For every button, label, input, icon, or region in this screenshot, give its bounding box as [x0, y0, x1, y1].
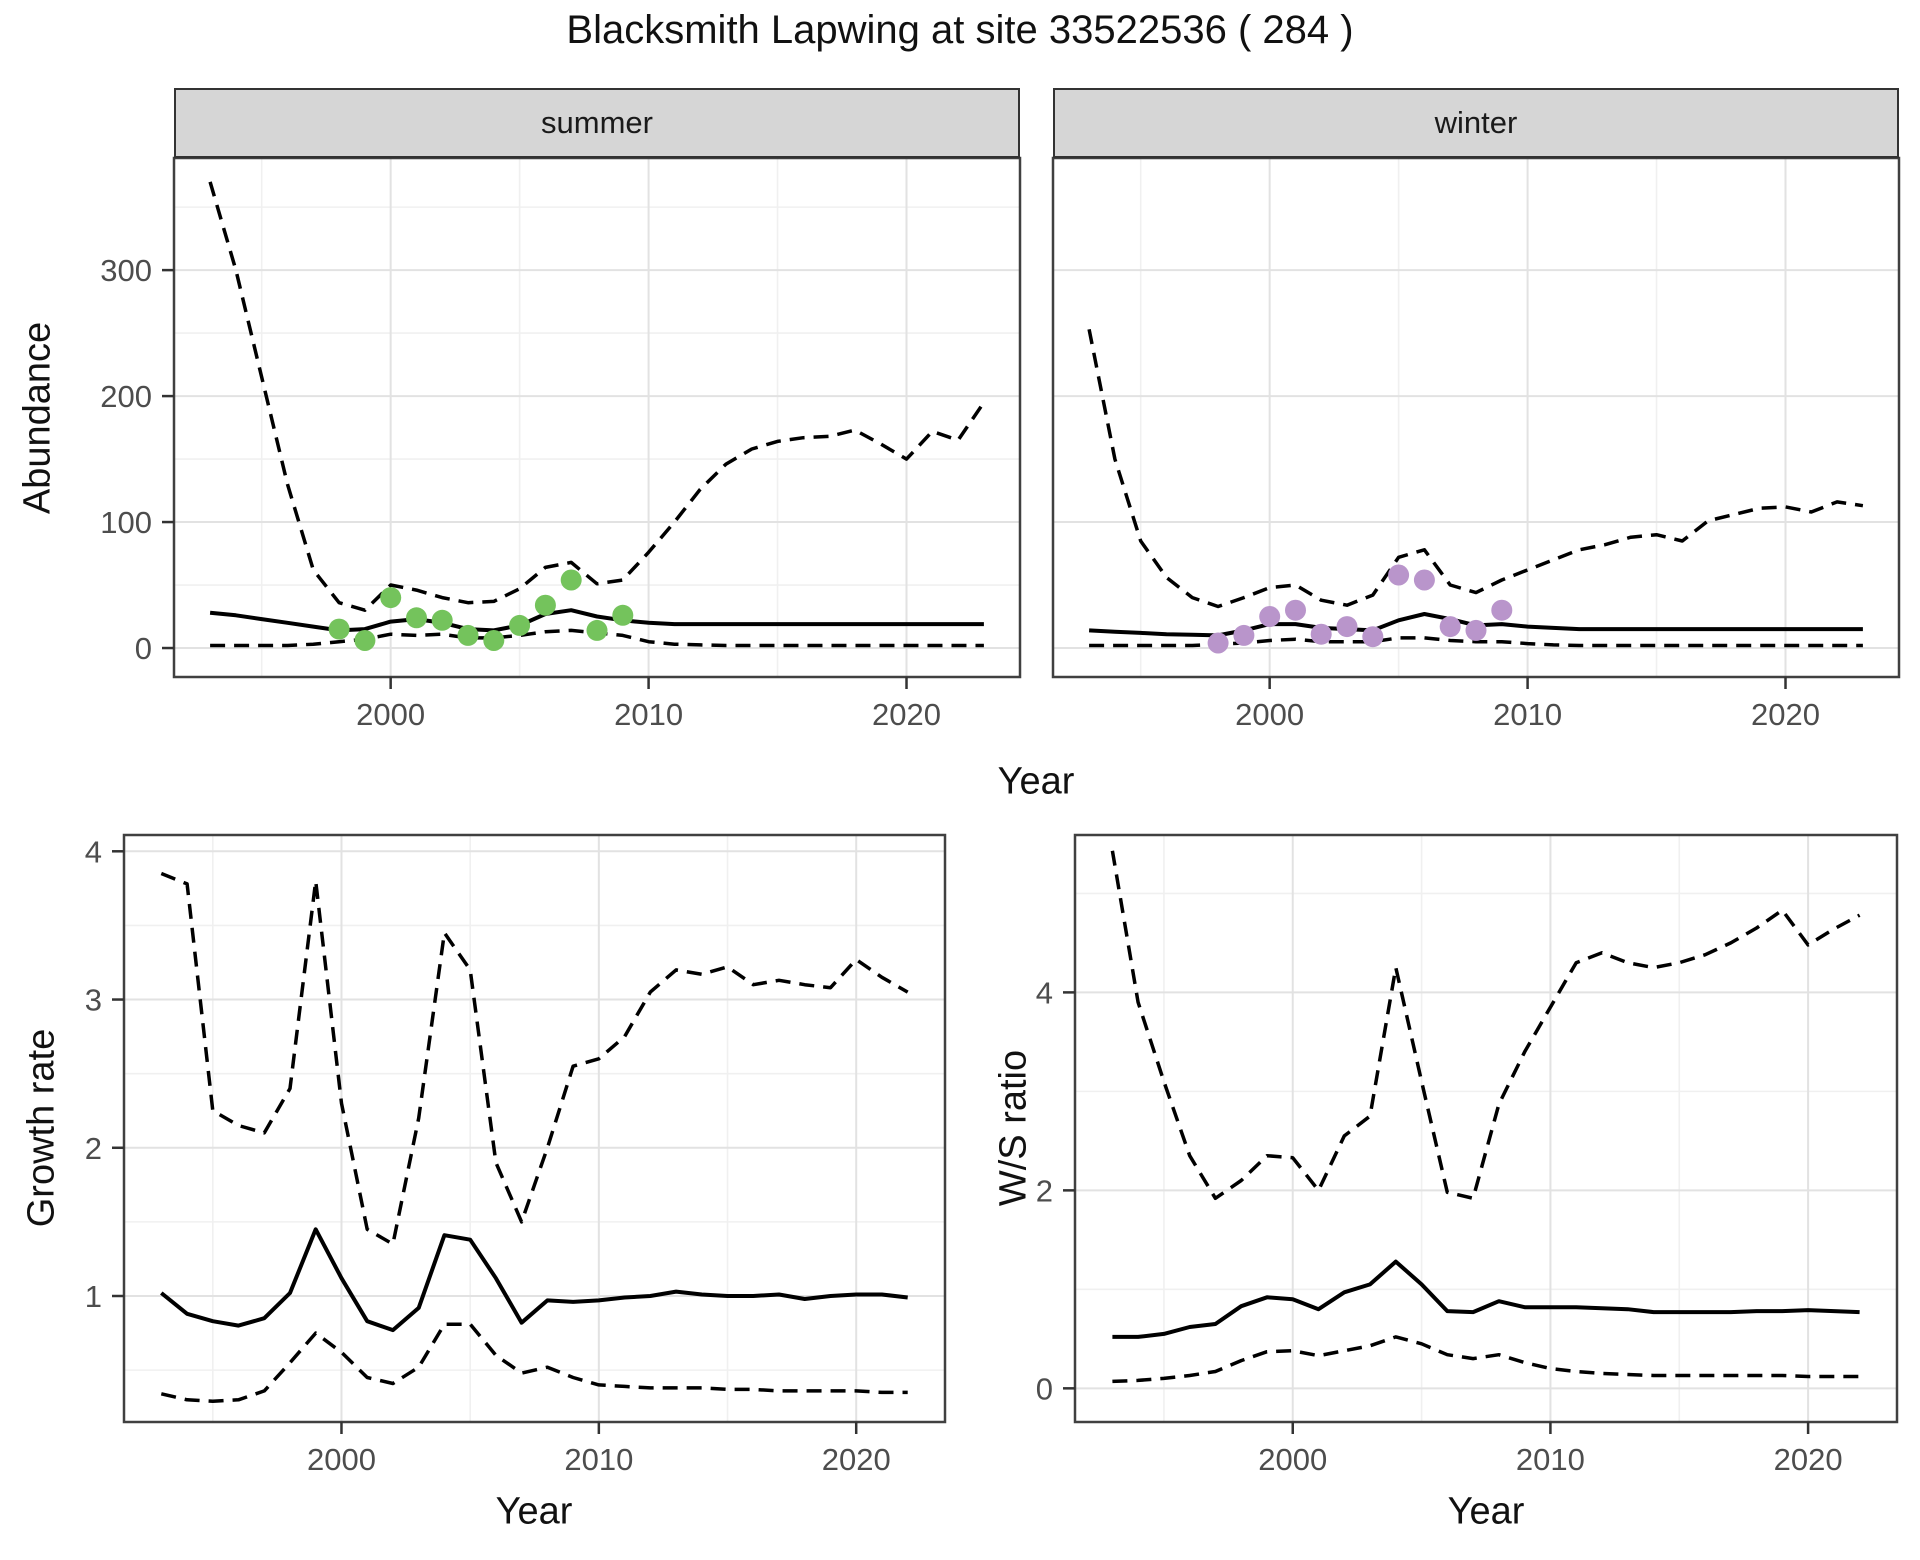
observed-winter-counts-point [1207, 632, 1229, 654]
growth-rate-upper_95ci-line [160, 871, 909, 1246]
observed-winter-counts-point [1413, 569, 1435, 591]
facet-strip-summer: summer [174, 88, 1020, 158]
observed-winter-counts-point [1285, 599, 1306, 621]
growth-rate-lower_95ci-line [160, 1322, 908, 1403]
observed-summer-counts-point [354, 630, 376, 651]
svg-text:100: 100 [100, 505, 152, 540]
observed-summer-counts-point [509, 614, 531, 636]
observed-winter-counts-point [1233, 624, 1255, 646]
svg-text:0: 0 [135, 631, 152, 666]
svg-text:2000: 2000 [356, 697, 425, 732]
observed-summer-counts-point [406, 607, 427, 629]
observed-winter-counts-point [1310, 623, 1332, 645]
observed-summer-counts-point [612, 604, 634, 626]
svg-text:1: 1 [85, 1279, 102, 1314]
facet-strip-winter-label: winter [1434, 105, 1518, 140]
ws-ratio-upper_95ci-line [1110, 850, 1861, 1201]
ws-ratio-axis-title: W/S ratio [992, 1049, 1035, 1207]
svg-text:2000: 2000 [1235, 697, 1304, 732]
observed-winter-counts-point [1362, 626, 1384, 648]
panel-ws-ratio: 2000 2010 2020 0 2 4 [1036, 833, 1899, 1477]
panel-abundance-winter: 2000 2010 2020 [1051, 156, 1901, 732]
svg-text:2010: 2010 [614, 697, 683, 732]
svg-text:4: 4 [1036, 975, 1053, 1010]
observed-winter-counts-point [1465, 619, 1487, 641]
observed-summer-counts-point [457, 624, 479, 646]
observed-winter-counts-point [1491, 599, 1513, 621]
observed-winter-counts-point [1259, 606, 1281, 627]
svg-text:4: 4 [85, 834, 102, 869]
ws-ratio-median-line [1112, 1259, 1860, 1339]
observed-winter-counts-point [1336, 616, 1358, 638]
observed-summer-counts-point [328, 618, 350, 640]
year-axis-title-bottom-left: Year [495, 1490, 573, 1533]
observed-summer-counts-point [431, 609, 453, 631]
facet-strip-summer-label: summer [541, 105, 653, 140]
observed-winter-counts-point [1388, 564, 1410, 586]
svg-text:2: 2 [1036, 1173, 1053, 1208]
growth-rate-median-line [160, 1227, 908, 1333]
ws-ratio-lower_95ci-line [1112, 1335, 1860, 1384]
svg-text:2020: 2020 [872, 697, 941, 732]
svg-text:300: 300 [100, 253, 152, 288]
panel-growth-rate: 2000 2010 2020 1 2 3 4 [85, 833, 947, 1477]
figure-title: Blacksmith Lapwing at site 33522536 ( 28… [566, 8, 1354, 52]
observed-summer-counts-point [483, 630, 505, 651]
observed-summer-counts-point [586, 619, 608, 641]
svg-text:2010: 2010 [1516, 1442, 1585, 1477]
panel-abundance-summer: 2000 2010 2020 0 100 200 300 [100, 156, 1022, 732]
svg-text:2: 2 [85, 1131, 102, 1166]
observed-winter-counts-point [1439, 616, 1461, 638]
svg-text:2020: 2020 [1774, 1442, 1843, 1477]
observed-summer-counts-point [534, 594, 556, 616]
svg-text:2000: 2000 [307, 1442, 376, 1477]
svg-text:200: 200 [100, 379, 152, 414]
svg-text:2010: 2010 [1493, 697, 1562, 732]
svg-text:2010: 2010 [564, 1442, 633, 1477]
abundance-summer-upper_95ci-line [208, 181, 986, 612]
svg-text:2020: 2020 [1751, 697, 1820, 732]
svg-text:3: 3 [85, 983, 102, 1018]
growth-rate-axis-title: Growth rate [20, 1028, 63, 1228]
abundance-axis-title: Abundance [16, 321, 59, 515]
observed-summer-counts-point [380, 587, 402, 609]
year-axis-title-top: Year [997, 760, 1075, 803]
year-axis-title-bottom-right: Year [1447, 1490, 1525, 1533]
svg-text:2020: 2020 [822, 1442, 891, 1477]
observed-summer-counts-point [560, 569, 582, 591]
svg-text:0: 0 [1036, 1371, 1053, 1406]
abundance-winter-upper_95ci-line [1087, 328, 1864, 609]
facet-strip-winter: winter [1053, 88, 1899, 158]
svg-text:2000: 2000 [1258, 1442, 1327, 1477]
